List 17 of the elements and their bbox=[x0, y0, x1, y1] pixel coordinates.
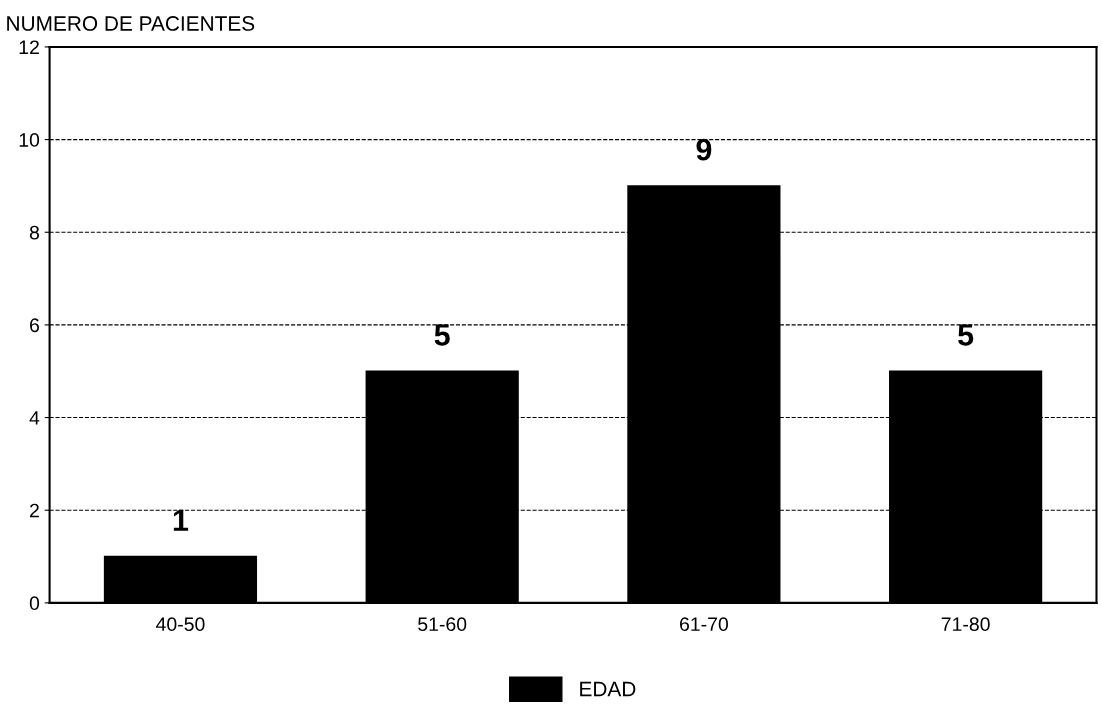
x-tick-label: 40-50 bbox=[156, 617, 205, 632]
y-tick-label: 10 bbox=[19, 133, 40, 147]
y-tick-label: 8 bbox=[29, 225, 40, 240]
x-tick-label: 71-80 bbox=[941, 617, 990, 632]
y-tick-label: 2 bbox=[30, 503, 39, 518]
y-tick-label: 4 bbox=[29, 411, 40, 425]
data-label: 9 bbox=[696, 138, 712, 161]
y-tick-label: 12 bbox=[19, 40, 39, 54]
x-tick-label: 61-70 bbox=[680, 617, 729, 632]
y-axis-title: NUMERO DE PACIENTES bbox=[7, 16, 255, 31]
data-label: 1 bbox=[173, 509, 189, 531]
x-tick-label: 51-60 bbox=[418, 617, 467, 632]
data-label: 5 bbox=[434, 324, 450, 346]
y-tick-label: 6 bbox=[30, 318, 40, 333]
data-label: 5 bbox=[958, 324, 974, 346]
y-tick-label: 0 bbox=[29, 596, 40, 611]
legend-label: EDAD bbox=[580, 681, 636, 697]
